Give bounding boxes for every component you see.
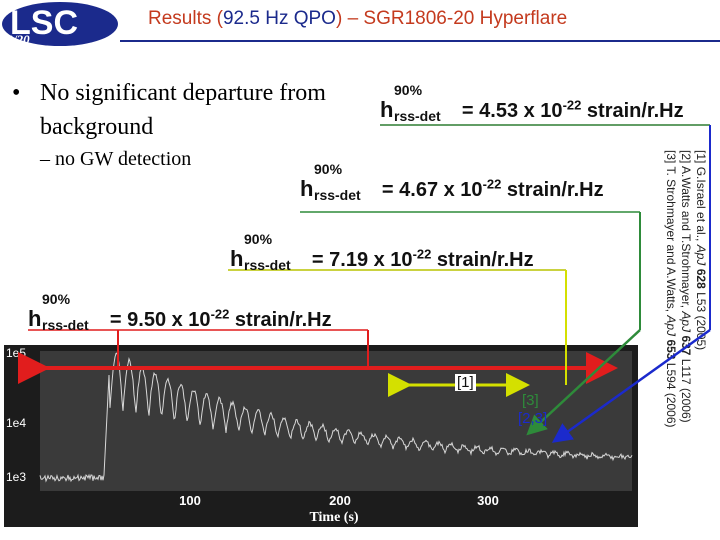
tag-3: [3]: [522, 392, 539, 409]
tag-1: [1]: [455, 374, 476, 391]
tag-2-3: [2,3]: [518, 410, 547, 427]
